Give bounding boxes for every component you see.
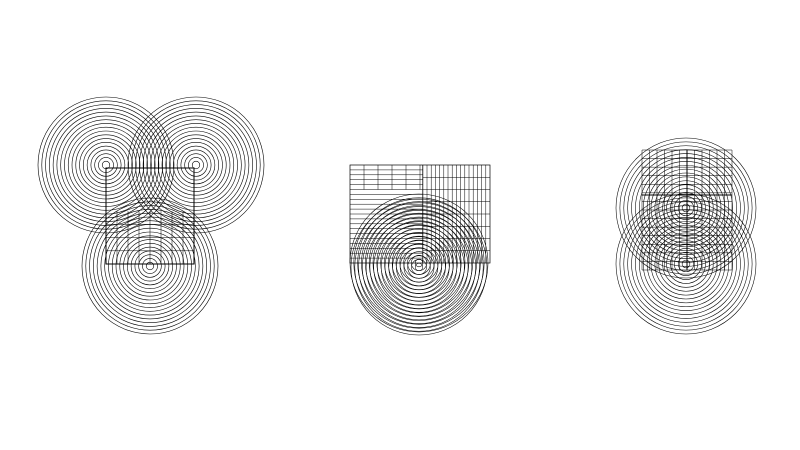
right-circle-ring — [131, 100, 261, 230]
top-circle-ring — [677, 199, 695, 217]
upper-circle-ring — [361, 205, 477, 321]
lower-circle-ring — [414, 262, 424, 272]
right-circle-ring — [142, 111, 250, 219]
lower-circle-ring — [384, 232, 454, 302]
right-circle-ring — [161, 130, 231, 200]
right-circle-ring — [139, 108, 253, 222]
upper-circle-ring — [357, 201, 481, 325]
bottom-circle-ring — [646, 224, 726, 304]
upper-circle-ring — [353, 197, 485, 329]
upper-circle-ring — [376, 220, 462, 306]
lower-circle-ring — [354, 202, 484, 332]
bottom-circle-ring — [631, 209, 741, 319]
top-circle-ring — [627, 149, 745, 267]
figure-three-circles-square — [37, 96, 265, 335]
bottom-circle-ring — [677, 255, 695, 273]
bottom-circle-ring — [615, 193, 757, 335]
lower-circle-ring — [380, 228, 458, 306]
bottom-circle-ring — [658, 236, 714, 292]
right-circle-ring — [191, 160, 201, 170]
lower-circle-ring — [365, 213, 473, 321]
lower-circle-ring — [399, 247, 439, 287]
right-circle-ring — [154, 123, 238, 207]
lower-circle-ring — [407, 255, 431, 279]
bottom-circle-ring — [627, 205, 745, 323]
right-circle-ring — [173, 142, 219, 188]
right-circle-ring — [165, 134, 227, 196]
bottom-circle-ring — [674, 252, 698, 276]
bottom-circle-ring — [681, 259, 691, 269]
right-circle-ring — [188, 157, 204, 173]
bottom-circle-ring — [635, 213, 737, 315]
lower-circle — [350, 198, 488, 336]
right-circle-ring — [157, 126, 235, 204]
figure-stacked-circles-grid — [615, 137, 757, 335]
bottom-circle-ring — [93, 209, 207, 323]
bottom-circle-ring — [666, 244, 706, 284]
bottom-circle-ring — [670, 248, 702, 280]
lower-circle-ring — [373, 221, 465, 313]
top-circle-ring — [615, 137, 757, 279]
lower-circle-ring — [369, 217, 469, 317]
upper-circle-ring — [384, 228, 454, 298]
top-circle-ring — [646, 168, 726, 248]
right-circle-ring — [180, 149, 212, 181]
bottom-circle-ring — [89, 205, 211, 327]
right-circle — [127, 96, 265, 234]
right-circle-ring — [150, 119, 242, 211]
right-circle-ring — [184, 153, 208, 177]
top-circle-ring — [681, 203, 691, 213]
bottom-circle-ring — [619, 197, 753, 331]
top-circle-ring — [642, 164, 730, 252]
lower-circle-ring — [362, 210, 476, 324]
lower-circle-ring — [396, 244, 442, 290]
bottom-circle-ring — [639, 217, 733, 311]
bottom-circle-ring — [81, 197, 219, 335]
bottom-circle-ring — [623, 201, 749, 327]
right-circle-ring — [176, 145, 216, 185]
right-circle-ring — [169, 138, 223, 192]
top-circle-ring — [619, 141, 753, 275]
bottom-circle-ring — [85, 201, 215, 331]
lower-circle-ring — [403, 251, 435, 283]
lower-circle-ring — [350, 198, 488, 336]
lower-circle-ring — [411, 259, 427, 275]
lower-circle-ring — [392, 240, 446, 294]
lower-circle-ring — [358, 206, 480, 328]
top-circle-ring — [639, 161, 733, 255]
upper-circle-ring — [365, 209, 473, 317]
lower-circle-ring — [388, 236, 450, 298]
top-circle-ring — [631, 153, 741, 263]
lower-circle-ring — [377, 225, 461, 309]
top-circle-ring — [635, 157, 737, 259]
upper-circle-ring — [380, 224, 458, 302]
upper-circle-ring — [349, 193, 489, 333]
right-circle-ring — [146, 115, 246, 215]
upper-circle-ring — [372, 216, 466, 310]
upper-circle-ring — [368, 212, 470, 314]
right-circle-ring — [135, 104, 257, 226]
top-circle-ring — [666, 188, 706, 228]
top-circle-ring — [674, 196, 698, 220]
bottom-circle-ring — [650, 228, 722, 300]
top-circle-ring — [670, 192, 702, 224]
figure-two-circles-grid — [349, 164, 491, 336]
bottom-circle-ring — [642, 220, 730, 308]
